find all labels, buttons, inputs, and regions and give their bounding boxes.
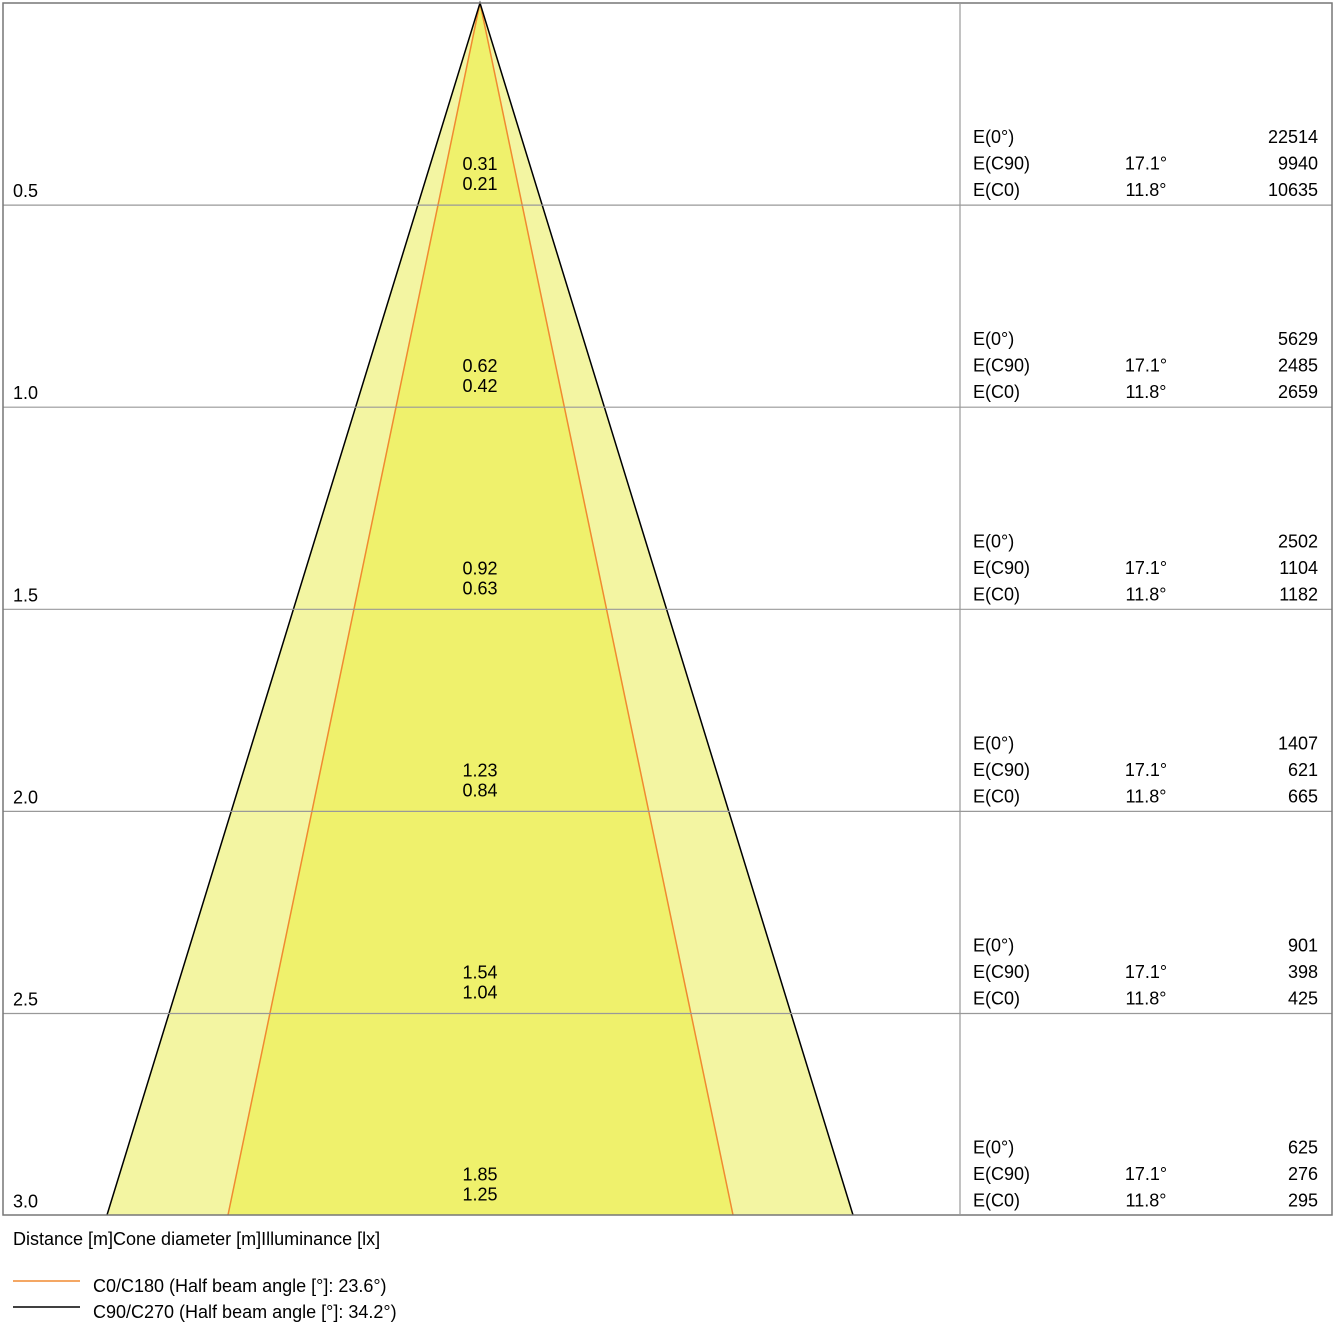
- illuminance-label: E(C0): [973, 180, 1020, 200]
- cone-diameter: 0.92: [462, 558, 497, 578]
- half-angle: 17.1°: [1125, 558, 1167, 578]
- illuminance-label: E(0°): [973, 329, 1014, 349]
- grid: [3, 204, 1332, 1015]
- half-angle: 17.1°: [1125, 1164, 1167, 1184]
- distance: 2.5: [13, 990, 38, 1010]
- illuminance-value: 901: [1288, 936, 1318, 956]
- half-angle: 17.1°: [1125, 356, 1167, 376]
- cone-diameter: 0.84: [462, 780, 497, 800]
- half-angle: 17.1°: [1125, 154, 1167, 174]
- illuminance-value: 625: [1288, 1138, 1318, 1158]
- distance: 1.5: [13, 585, 38, 605]
- illuminance-label: E(C0): [973, 786, 1020, 806]
- illuminance-value: 5629: [1278, 329, 1318, 349]
- illuminance-value: 621: [1288, 760, 1318, 780]
- illuminance-value: 9940: [1278, 154, 1318, 174]
- illuminance-value: 1104: [1279, 558, 1318, 578]
- half-angle: 11.8°: [1126, 584, 1167, 604]
- illuminance-label: E(C0): [973, 989, 1020, 1009]
- distance: 3.0: [13, 1192, 38, 1212]
- cone-diameter: 0.42: [462, 376, 497, 396]
- half-angle: 11.8°: [1126, 1191, 1167, 1211]
- illuminance-label: E(C0): [973, 584, 1020, 604]
- illuminance-label: E(0°): [973, 1138, 1014, 1158]
- caption: Distance [m]Cone diameter [m]Illuminance…: [13, 1229, 380, 1249]
- distance: 0.5: [13, 181, 38, 201]
- legend-label: C0/C180 (Half beam angle [°]: 23.6°): [93, 1276, 387, 1296]
- cone-diameter: 1.04: [462, 983, 497, 1003]
- distance: 1.0: [13, 383, 38, 403]
- half-angle: 17.1°: [1125, 962, 1167, 982]
- illuminance-label: E(C90): [973, 1164, 1030, 1184]
- cone-diameter: 1.85: [462, 1165, 497, 1185]
- cone-diameter: 0.21: [462, 174, 497, 194]
- illuminance-label: E(0°): [973, 936, 1014, 956]
- illuminance-value: 425: [1288, 989, 1318, 1009]
- cone-diameter: 1.23: [462, 760, 497, 780]
- illuminance-label: E(C0): [973, 1191, 1020, 1211]
- illuminance-value: 295: [1288, 1191, 1318, 1211]
- cone-diameter: 0.31: [462, 154, 497, 174]
- half-angle: 11.8°: [1126, 382, 1167, 402]
- illuminance-label: E(0°): [973, 531, 1014, 551]
- illuminance-value: 22514: [1268, 127, 1318, 147]
- half-angle: 11.8°: [1126, 180, 1167, 200]
- illuminance-label: E(C90): [973, 558, 1030, 578]
- illuminance-label: E(0°): [973, 733, 1014, 753]
- illuminance-label: E(0°): [973, 127, 1014, 147]
- frame: [2, 2, 1333, 1216]
- half-angle: 11.8°: [1126, 786, 1167, 806]
- illuminance-label: E(C0): [973, 382, 1020, 402]
- half-angle: 17.1°: [1125, 760, 1167, 780]
- illuminance-value: 665: [1288, 786, 1318, 806]
- cone-diameter: 1.54: [462, 963, 497, 983]
- illuminance-value: 398: [1288, 962, 1318, 982]
- rows: 0.5 0.310.21 E(0°) 22514 E(C90) 17.1° 9940 E(C0…: [13, 127, 1318, 1212]
- half-angle: 11.8°: [1126, 989, 1167, 1009]
- legend-label: C90/C270 (Half beam angle [°]: 34.2°): [93, 1302, 397, 1322]
- illuminance-value: 2659: [1278, 382, 1318, 402]
- illuminance-label: E(C90): [973, 154, 1030, 174]
- illuminance-value: 1407: [1278, 733, 1318, 753]
- illuminance-value: 1182: [1279, 584, 1318, 604]
- illuminance-value: 276: [1288, 1164, 1318, 1184]
- distance: 2.0: [13, 787, 38, 807]
- cone-diameter: 0.63: [462, 578, 497, 598]
- illuminance-value: 10635: [1268, 180, 1318, 200]
- illuminance-label: E(C90): [973, 760, 1030, 780]
- illuminance-value: 2502: [1278, 531, 1318, 551]
- illuminance-value: 2485: [1278, 356, 1318, 376]
- illuminance-label: E(C90): [973, 356, 1030, 376]
- cone-diameter: 0.62: [462, 356, 497, 376]
- cone-diameter: 1.25: [462, 1185, 497, 1205]
- illuminance-label: E(C90): [973, 962, 1030, 982]
